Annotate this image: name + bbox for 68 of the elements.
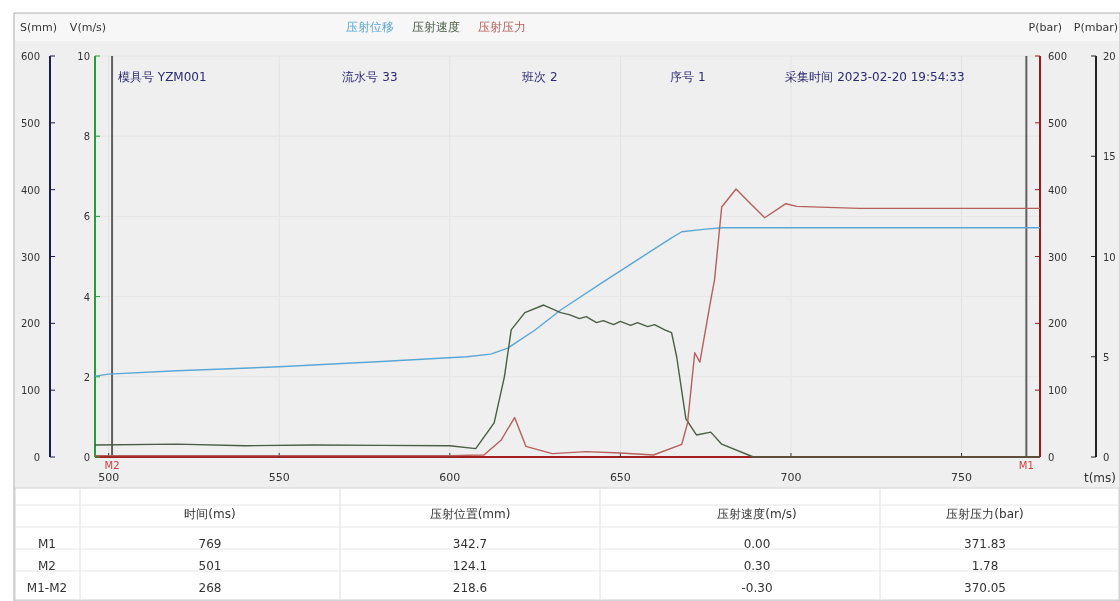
y-tick-label: 6 (83, 211, 90, 223)
y2-axis-title: P(bar) (1028, 21, 1062, 34)
text: 218.6 (452, 581, 488, 595)
text: P(mbar) (1073, 21, 1118, 34)
text: 压射位置(mm) (429, 507, 511, 521)
y2-tick-label: 600 (1048, 51, 1068, 62)
text: M1 (38, 537, 56, 551)
y2-tick-label: 100 (1048, 385, 1068, 397)
text: 268 (198, 581, 222, 595)
text: 压射位移 (346, 20, 394, 34)
x-tick-label: 650 (609, 471, 631, 484)
text: 371.83 (964, 537, 1006, 551)
text: 124.1 (452, 559, 488, 573)
text: 769 (198, 537, 222, 551)
y3-tick-label: 100 (20, 385, 40, 397)
y-tick-label: 2 (83, 371, 90, 383)
y3-tick-label: 300 (20, 251, 40, 263)
annotation: 序号 1 (670, 70, 706, 84)
y2-tick-label: 0 (1048, 452, 1055, 463)
text: 15 (1103, 151, 1116, 163)
annotation: 采集时间 2023-02-20 19:54:33 (785, 70, 965, 84)
x-axis-title: t(ms) (1083, 471, 1117, 485)
y-axis-title: V(m/s) (69, 21, 107, 34)
text: 压射速度 (412, 20, 460, 34)
y-tick-label: 8 (83, 131, 90, 143)
y3-tick-label: 400 (20, 184, 40, 196)
line-series (94, 188, 1041, 457)
text: 0.30 (743, 559, 771, 573)
x-tick-label: 750 (951, 471, 973, 484)
y-tick-label: 10 (77, 51, 90, 62)
annotation: 班次 2 (522, 70, 558, 84)
line-series (94, 227, 1041, 377)
text: M1-M2 (26, 581, 68, 595)
y2-tick-label: 300 (1048, 251, 1068, 263)
x-tick-label: 600 (439, 471, 461, 484)
x-tick-label: 500 (98, 471, 120, 484)
y-tick-label: 4 (83, 291, 90, 303)
annotation: 流水号 33 (342, 70, 398, 84)
text: 时间(ms) (184, 507, 236, 521)
line-series (94, 304, 1041, 458)
x-tick-label: 550 (268, 471, 290, 484)
text: 10 (1103, 251, 1116, 263)
x-tick-label: 700 (780, 471, 802, 484)
text: 0 (1103, 452, 1110, 463)
text: 1.78 (971, 559, 999, 573)
y3-axis-title: S(mm) (20, 21, 57, 34)
text: 370.05 (964, 581, 1006, 595)
text: 压射速度(m/s) (717, 507, 797, 521)
y2-tick-label: 400 (1048, 184, 1068, 196)
text: 压射压力 (478, 20, 526, 34)
annotation: 模具号 YZM001 (118, 70, 207, 84)
y2-tick-label: 200 (1048, 318, 1068, 330)
text: 501 (198, 559, 222, 573)
ref-line-label: M2 (104, 460, 120, 471)
y3-tick-label: 600 (20, 51, 40, 62)
text: 5 (1103, 351, 1110, 363)
y-tick-label: 0 (83, 452, 90, 463)
text: 342.7 (452, 537, 488, 551)
text: -0.30 (741, 581, 773, 595)
ref-line-label: M1 (1018, 460, 1034, 471)
y3-tick-label: 200 (20, 318, 40, 330)
y3-tick-label: 500 (20, 117, 40, 129)
text: 0.00 (743, 537, 771, 551)
text: 压射压力(bar) (946, 507, 1024, 521)
text: M2 (38, 559, 56, 573)
y3-tick-label: 0 (33, 452, 40, 463)
text: 20 (1103, 51, 1116, 62)
y2-tick-label: 500 (1048, 117, 1068, 129)
